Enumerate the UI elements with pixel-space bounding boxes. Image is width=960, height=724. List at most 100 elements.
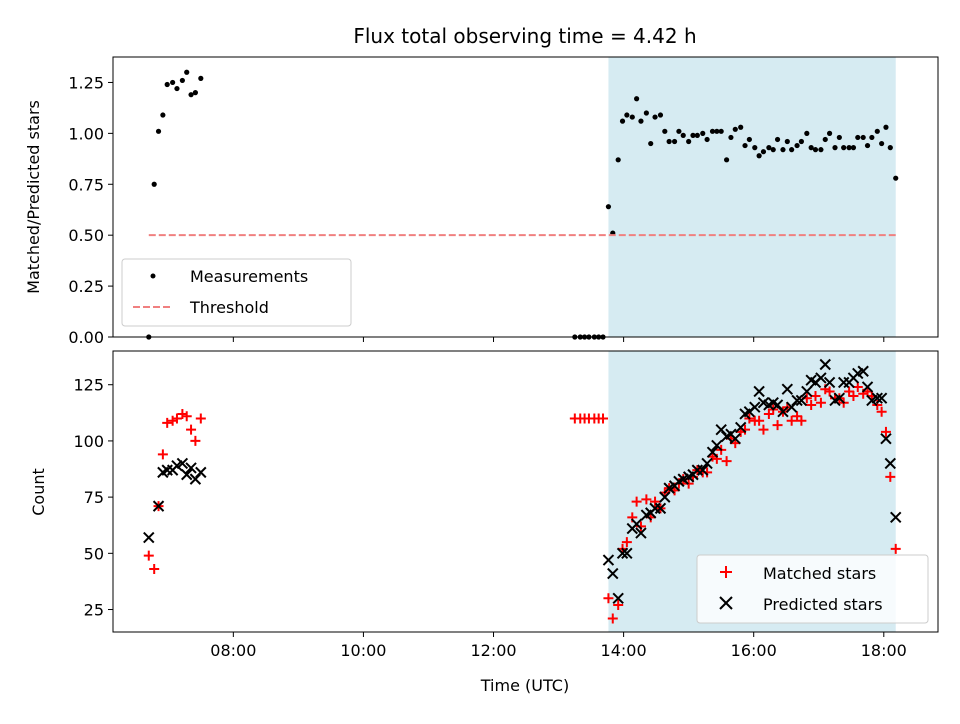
measurement-point <box>832 145 838 151</box>
predicted-star-point <box>185 462 197 474</box>
x-tick-label: 12:00 <box>470 641 516 660</box>
measurement-point <box>170 79 176 86</box>
measurement-point <box>822 136 828 143</box>
measurement-point <box>164 81 170 88</box>
measurement-point <box>869 134 875 141</box>
y-tick-label: 50 <box>84 544 104 563</box>
predicted-star-point <box>871 392 883 404</box>
matched-star-point <box>890 543 901 554</box>
matched-star-point <box>844 386 855 397</box>
measurement-point <box>724 157 730 163</box>
measurement-point <box>826 130 833 136</box>
measurement-point <box>850 145 857 151</box>
predicted-star-point <box>711 439 723 452</box>
measurement-point <box>619 118 626 124</box>
measurement-point <box>174 85 180 92</box>
top-plot-area <box>146 69 899 340</box>
measurement-point <box>179 77 185 84</box>
y-tick-label: 0.75 <box>68 175 104 194</box>
predicted-star-point <box>884 457 897 470</box>
predicted-star-point <box>833 392 846 404</box>
matched-star-point <box>792 411 803 422</box>
predicted-star-point <box>635 527 647 539</box>
matched-star-point <box>641 494 652 505</box>
matched-star-point <box>157 449 168 460</box>
y-tick-label: 1.00 <box>68 124 104 143</box>
measurement-point <box>666 138 672 145</box>
predicted-star-point <box>861 381 874 393</box>
predicted-star-point <box>875 392 888 404</box>
measurement-point <box>804 130 810 136</box>
bottom-panel: 25 50 75 100 125 08:00 10:00 12:00 14:00 16:00 18… <box>29 350 939 695</box>
matched-star-point <box>149 564 160 575</box>
measurement-point <box>864 142 871 149</box>
measurement-point <box>774 136 781 143</box>
predicted-star-point <box>659 491 671 503</box>
measurement-point <box>742 142 748 149</box>
top-y-axis-label: Matched/Predicted stars <box>24 100 43 294</box>
predicted-star-point <box>654 502 667 515</box>
matched-star-point <box>190 435 201 446</box>
measurement-point <box>704 136 710 143</box>
matched-star-point <box>796 415 807 426</box>
measurement-point <box>657 112 664 118</box>
top-legend-box <box>121 258 352 327</box>
predicted-star-point <box>795 394 808 407</box>
matched-star-point <box>815 397 826 408</box>
predicted-star-point <box>729 432 741 445</box>
measurement-point <box>718 128 724 134</box>
top-axes-frame <box>112 56 939 338</box>
matched-star-point <box>848 390 859 401</box>
predicted-star-point <box>621 547 633 560</box>
bottom-axes-frame <box>112 350 939 633</box>
matched-star-point <box>143 550 154 561</box>
matched-star-point <box>772 420 783 431</box>
x-tick-label: 16:00 <box>731 641 777 660</box>
matched-star-point <box>621 537 632 548</box>
matched-star-point <box>763 408 774 419</box>
measurement-point <box>879 140 885 147</box>
y-tick-label: 0.25 <box>68 277 104 296</box>
predicted-star-point <box>143 531 155 544</box>
predicted-star-point <box>607 567 619 580</box>
predicted-star-point <box>857 365 869 377</box>
measurement-point <box>760 149 767 155</box>
predicted-star-point <box>195 466 207 479</box>
x-tick-label: 18:00 <box>861 641 907 660</box>
measurement-point <box>192 90 198 96</box>
predicted-star-point <box>181 468 193 481</box>
predicted-star-point <box>176 457 189 470</box>
measurement-point <box>812 147 819 153</box>
legend-predicted-marker <box>719 596 733 610</box>
measurement-point <box>836 134 842 141</box>
y-tick-label: 25 <box>84 601 104 620</box>
bottom-y-axis: 25 50 75 100 125 <box>73 376 113 620</box>
measurement-point <box>151 181 157 187</box>
predicted-star-point <box>706 446 719 458</box>
bottom-y-axis-label: Count <box>29 468 48 516</box>
y-tick-label: 0.50 <box>68 226 104 245</box>
measurement-point <box>700 130 706 136</box>
measurement-point <box>686 138 692 145</box>
measurement-point <box>798 138 805 145</box>
measurement-point <box>615 157 621 163</box>
bottom-legend-box <box>696 554 929 624</box>
predicted-star-point <box>777 405 789 418</box>
matched-star-point <box>162 417 173 428</box>
measurement-point <box>794 142 800 149</box>
predicted-star-point <box>791 394 803 407</box>
measurement-point <box>808 145 814 151</box>
x-tick-label: 14:00 <box>601 641 647 660</box>
x-axis-label: Time (UTC) <box>480 676 569 695</box>
predicted-star-point <box>880 432 892 445</box>
measurement-point <box>752 145 758 151</box>
y-tick-label: 1.25 <box>68 73 104 92</box>
measurement-point <box>634 96 640 102</box>
measurement-point <box>643 110 649 116</box>
measurement-point <box>846 145 852 151</box>
measurement-point <box>605 204 612 210</box>
measurement-point <box>860 134 866 141</box>
matched-star-point <box>171 413 182 424</box>
predicted-star-point <box>734 421 747 434</box>
measurement-point <box>874 128 880 134</box>
